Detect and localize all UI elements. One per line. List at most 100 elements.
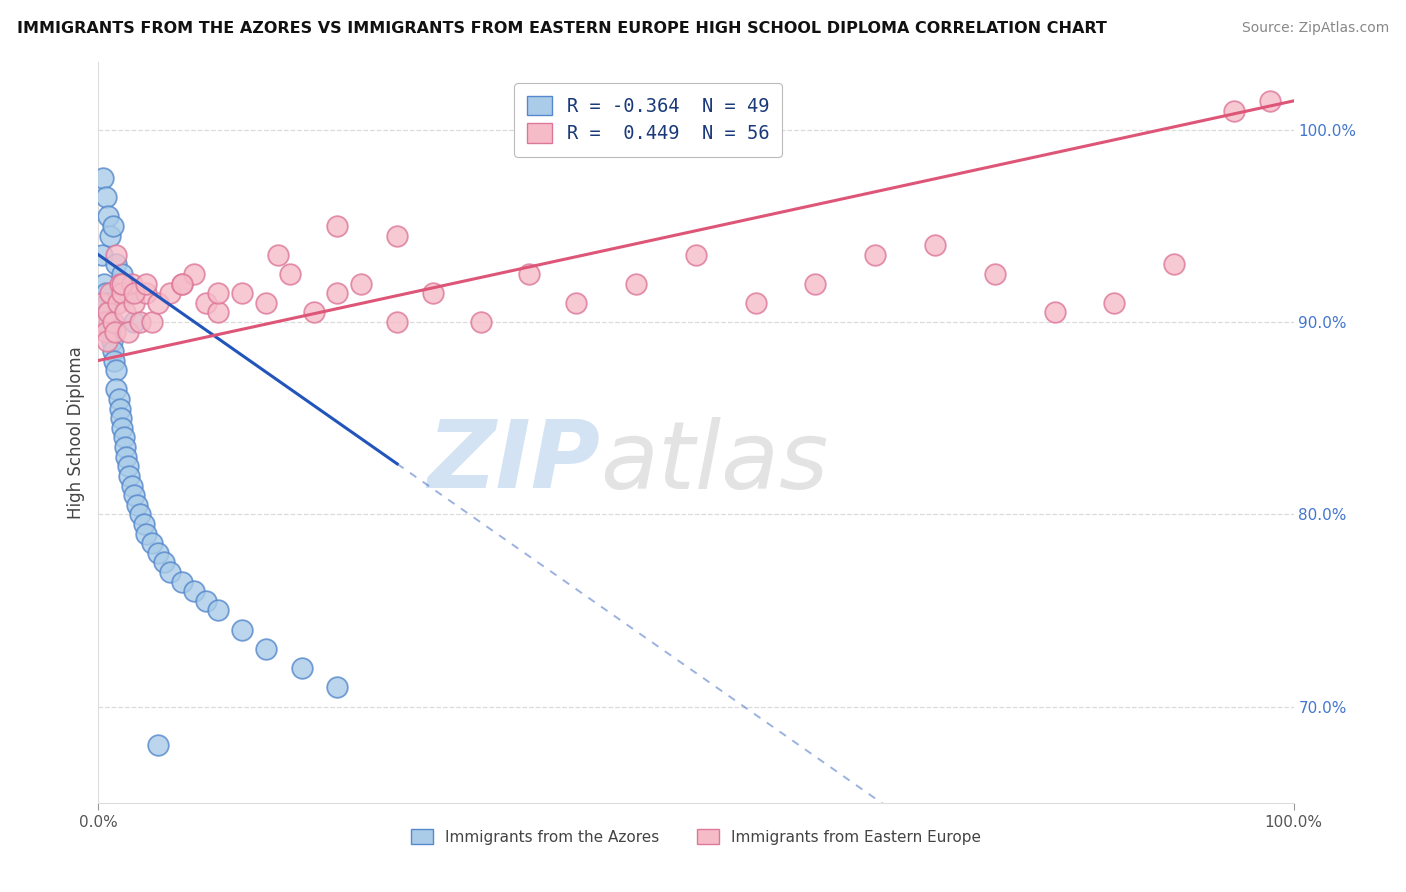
Point [183, 584, 205, 599]
Point [110, 411, 132, 425]
Point [172, 574, 194, 589]
Point [207, 603, 229, 617]
Point [984, 267, 1007, 281]
Point [117, 325, 139, 339]
Y-axis label: High School Diploma: High School Diploma [67, 346, 86, 519]
Point [924, 238, 946, 252]
Point [422, 286, 444, 301]
Point [626, 277, 648, 291]
Point [98, 325, 122, 339]
Point [172, 277, 194, 291]
Point [132, 516, 155, 531]
Point [148, 295, 170, 310]
Point [101, 343, 124, 358]
Point [117, 286, 139, 301]
Point [101, 219, 124, 233]
Text: IMMIGRANTS FROM THE AZORES VS IMMIGRANTS FROM EASTERN EUROPE HIGH SCHOOL DIPLOMA: IMMIGRANTS FROM THE AZORES VS IMMIGRANTS… [17, 21, 1107, 36]
Point [98, 286, 122, 301]
Point [105, 363, 128, 377]
Point [141, 536, 163, 550]
Point [94, 190, 117, 204]
Point [125, 498, 148, 512]
Point [302, 305, 325, 319]
Point [91, 170, 114, 185]
Point [112, 430, 135, 444]
Point [100, 334, 122, 349]
Point [1043, 305, 1066, 319]
Legend: Immigrants from the Azores, Immigrants from Eastern Europe: Immigrants from the Azores, Immigrants f… [405, 822, 987, 851]
Point [172, 277, 194, 291]
Text: ZIP: ZIP [427, 417, 600, 508]
Point [326, 681, 349, 695]
Point [124, 315, 146, 329]
Point [121, 277, 143, 291]
Point [141, 315, 163, 329]
Point [195, 295, 218, 310]
Point [385, 315, 409, 329]
Point [129, 315, 152, 329]
Point [105, 248, 128, 262]
Point [135, 286, 157, 301]
Point [114, 305, 136, 319]
Point [129, 508, 152, 522]
Point [98, 228, 122, 243]
Point [111, 286, 134, 301]
Point [108, 277, 131, 291]
Point [91, 295, 114, 310]
Point [1163, 257, 1185, 271]
Point [104, 325, 127, 339]
Point [107, 295, 129, 310]
Point [117, 459, 139, 474]
Point [804, 277, 827, 291]
Point [114, 440, 136, 454]
Point [267, 248, 290, 262]
Point [148, 546, 170, 560]
Point [105, 382, 128, 396]
Point [97, 305, 120, 319]
Point [517, 267, 540, 281]
Point [1223, 103, 1246, 118]
Point [183, 267, 205, 281]
Text: atlas: atlas [600, 417, 828, 508]
Point [326, 219, 349, 233]
Point [111, 277, 134, 291]
Point [745, 295, 768, 310]
Point [94, 286, 117, 301]
Point [94, 325, 117, 339]
Point [93, 315, 115, 329]
Point [153, 556, 176, 570]
Point [108, 401, 131, 416]
Point [118, 469, 141, 483]
Point [103, 353, 125, 368]
Point [115, 450, 138, 464]
Point [91, 248, 114, 262]
Point [93, 277, 115, 291]
Point [96, 295, 118, 310]
Point [254, 295, 277, 310]
Point [135, 277, 157, 291]
Point [470, 315, 492, 329]
Point [195, 594, 218, 608]
Point [121, 478, 143, 492]
Point [111, 421, 134, 435]
Point [1104, 295, 1126, 310]
Point [111, 267, 134, 281]
Point [207, 286, 229, 301]
Point [98, 315, 121, 329]
Point [326, 286, 349, 301]
Point [385, 228, 409, 243]
Point [231, 623, 253, 637]
Point [291, 661, 314, 675]
Point [254, 642, 277, 657]
Point [107, 392, 129, 406]
Point [124, 488, 146, 502]
Text: Source: ZipAtlas.com: Source: ZipAtlas.com [1241, 21, 1389, 35]
Point [96, 334, 118, 349]
Point [278, 267, 301, 281]
Point [685, 248, 707, 262]
Point [865, 248, 887, 262]
Point [159, 286, 181, 301]
Point [565, 295, 588, 310]
Point [105, 257, 128, 271]
Point [124, 295, 146, 310]
